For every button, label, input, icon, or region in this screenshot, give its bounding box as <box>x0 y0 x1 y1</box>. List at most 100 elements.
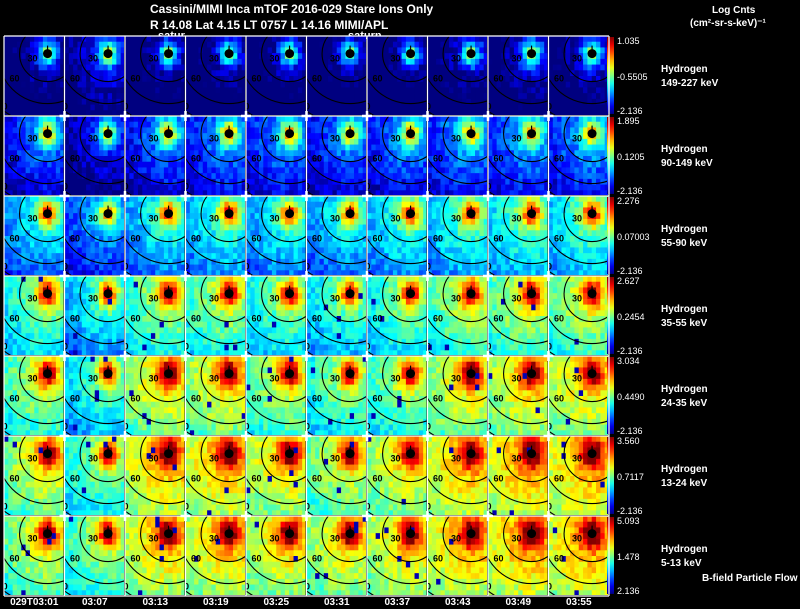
contour-label: 30 <box>572 534 582 544</box>
contour-label: 30 <box>209 54 219 64</box>
contour-label: 60 <box>10 394 20 404</box>
contour-label: 90 <box>482 262 492 272</box>
inca-image-5-6: 30 60 90 <box>367 436 427 515</box>
inca-image-2-5: 30 60 90 <box>306 196 366 275</box>
contour-label: 60 <box>312 394 322 404</box>
inca-image-1-2: 30 60 90 <box>119 116 185 195</box>
inca-image-1-7: 30 60 90 <box>427 116 487 195</box>
contour-label: 30 <box>28 294 38 304</box>
contour-label: 90 <box>361 422 371 432</box>
contour-label: 60 <box>554 474 564 484</box>
colorbar-mid: 0.4490 <box>617 392 645 402</box>
contour-label: 30 <box>28 534 38 544</box>
contour-label: 30 <box>391 374 401 384</box>
contour-label: 60 <box>373 554 383 564</box>
colorbar-title-line2: (cm²-sr-s-keV)⁻¹ <box>690 18 766 29</box>
contour-label: 30 <box>391 134 401 144</box>
contour-label: 90 <box>300 422 310 432</box>
inca-image-4-2: 30 60 90 <box>119 356 185 435</box>
inca-image-5-2: 30 60 90 <box>119 436 185 515</box>
contour-label: 60 <box>494 74 504 84</box>
inca-image-6-1: 30 60 90 <box>58 516 124 595</box>
contour-label: 30 <box>330 294 340 304</box>
contour-label: 30 <box>330 454 340 464</box>
inca-image-3-1: 30 60 90 <box>64 276 124 355</box>
contour-label: 30 <box>572 294 582 304</box>
contour-label: 60 <box>433 554 443 564</box>
colorbar-max: 3.034 <box>617 356 640 366</box>
contour-label: 90 <box>361 342 371 352</box>
contour-label: 30 <box>209 214 219 224</box>
contour-label: 90 <box>482 502 492 512</box>
contour-label: 90 <box>0 182 8 192</box>
colorbar-min: -2.136 <box>617 346 643 356</box>
contour-label: 60 <box>70 74 80 84</box>
contour-label: 30 <box>270 454 280 464</box>
contour-label: 30 <box>88 134 98 144</box>
inca-image-3-5: 30 60 90 <box>306 276 366 355</box>
contour-label: 30 <box>28 214 38 224</box>
colorbar-max: 2.627 <box>617 276 640 286</box>
inca-image-0-4: 30 60 90 <box>246 36 306 115</box>
contour-label: 30 <box>512 214 522 224</box>
contour-label: 60 <box>494 314 504 324</box>
contour-label: 30 <box>572 454 582 464</box>
contour-label: 90 <box>119 342 129 352</box>
inca-image-2-8: 30 60 90 <box>482 196 548 275</box>
contour-label: 60 <box>70 314 80 324</box>
inca-image-2-2: 30 60 90 <box>125 196 185 275</box>
contour-label: 60 <box>131 74 141 84</box>
inca-image-4-8: 30 60 90 <box>482 356 548 435</box>
species-label: Hydrogen <box>661 544 708 555</box>
colorbar-min: -2.136 <box>617 266 643 276</box>
contour-label: 90 <box>58 582 68 592</box>
inca-image-4-9: 30 60 90 <box>548 356 608 435</box>
contour-label: 90 <box>58 102 68 112</box>
contour-label: 60 <box>191 314 201 324</box>
contour-label: 60 <box>10 234 20 244</box>
time-label: 03:25 <box>263 597 289 608</box>
energy-label: 35-55 keV <box>661 318 707 329</box>
contour-label: 60 <box>554 74 564 84</box>
contour-label: 30 <box>28 454 38 464</box>
contour-label: 30 <box>270 54 280 64</box>
contour-label: 30 <box>270 534 280 544</box>
contour-label: 90 <box>542 502 552 512</box>
contour-label: 90 <box>421 102 431 112</box>
inca-image-1-9: 30 60 90 <box>548 116 608 195</box>
time-label: 03:49 <box>505 597 531 608</box>
contour-label: 60 <box>10 314 20 324</box>
contour-label: 90 <box>119 422 129 432</box>
time-label: 03:13 <box>142 597 168 608</box>
contour-label: 90 <box>482 102 492 112</box>
contour-label: 90 <box>240 582 250 592</box>
contour-label: 90 <box>240 502 250 512</box>
inca-image-0-1: 30 60 90 <box>58 36 124 115</box>
contour-label: 90 <box>240 422 250 432</box>
contour-label: 90 <box>482 582 492 592</box>
colorbar-mid: 1.478 <box>617 552 640 562</box>
inca-image-5-5: 30 60 90 <box>306 436 366 515</box>
colorbar-4 <box>607 357 614 434</box>
contour-label: 90 <box>119 182 129 192</box>
contour-label: 30 <box>209 454 219 464</box>
contour-label: 60 <box>252 74 262 84</box>
contour-label: 60 <box>191 394 201 404</box>
inca-image-3-3: 30 60 90 <box>185 276 245 355</box>
inca-image-6-6: 30 60 90 <box>367 516 427 595</box>
contour-label: 30 <box>451 134 461 144</box>
contour-label: 30 <box>209 294 219 304</box>
contour-label: 60 <box>373 234 383 244</box>
contour-label: 90 <box>119 502 129 512</box>
contour-label: 90 <box>482 422 492 432</box>
contour-label: 90 <box>421 502 431 512</box>
figure-title: Cassini/MIMI Inca mTOF 2016-029 Stare Io… <box>150 2 434 16</box>
inca-image-6-2: 30 60 90 <box>125 516 185 595</box>
contour-label: 90 <box>361 262 371 272</box>
contour-label: 90 <box>0 102 8 112</box>
inca-image-6-0: 30 60 90 <box>4 516 64 595</box>
time-label: 03:07 <box>82 597 108 608</box>
contour-label: 60 <box>191 474 201 484</box>
contour-label: 30 <box>572 214 582 224</box>
contour-label: 60 <box>191 234 201 244</box>
